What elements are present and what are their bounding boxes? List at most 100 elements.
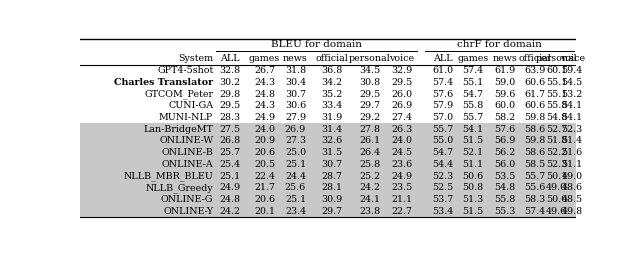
Text: 21.1: 21.1	[391, 195, 412, 204]
Text: 20.9: 20.9	[254, 136, 275, 146]
Text: 57.6: 57.6	[432, 90, 453, 99]
Text: 51.4: 51.4	[561, 136, 582, 146]
Text: 26.3: 26.3	[391, 125, 412, 134]
Text: 55.7: 55.7	[524, 172, 545, 181]
Text: games: games	[458, 54, 488, 63]
Text: 23.6: 23.6	[391, 160, 412, 169]
Text: 25.1: 25.1	[285, 195, 306, 204]
Text: ALL: ALL	[220, 54, 239, 63]
Text: 50.6: 50.6	[462, 172, 484, 181]
Text: 52.1: 52.1	[462, 148, 483, 157]
Text: 35.2: 35.2	[321, 90, 342, 99]
Text: 23.4: 23.4	[285, 207, 306, 216]
Text: 24.0: 24.0	[254, 125, 275, 134]
Text: 31.4: 31.4	[321, 125, 342, 134]
Text: 60.6: 60.6	[524, 101, 545, 110]
Text: ONLINE-Y: ONLINE-Y	[163, 207, 213, 216]
Text: 55.7: 55.7	[462, 113, 484, 122]
Text: 25.7: 25.7	[219, 148, 240, 157]
Text: 31.8: 31.8	[285, 66, 306, 75]
Text: 51.8: 51.8	[546, 136, 567, 146]
Text: chrF for domain: chrF for domain	[457, 40, 542, 49]
Text: 54.7: 54.7	[432, 148, 453, 157]
Bar	[80, 170, 576, 182]
Text: official: official	[518, 54, 552, 63]
Text: 60.6: 60.6	[524, 78, 545, 87]
Text: 50.1: 50.1	[546, 172, 567, 181]
Text: 61.9: 61.9	[494, 66, 515, 75]
Text: 54.1: 54.1	[462, 125, 483, 134]
Text: 20.6: 20.6	[254, 195, 275, 204]
Text: 52.3: 52.3	[561, 125, 583, 134]
Text: 59.6: 59.6	[494, 90, 515, 99]
Bar	[80, 135, 576, 147]
Text: 58.6: 58.6	[524, 125, 545, 134]
Text: 34.5: 34.5	[359, 66, 380, 75]
Text: 56.9: 56.9	[494, 136, 515, 146]
Text: 52.2: 52.2	[546, 148, 567, 157]
Text: 24.2: 24.2	[219, 207, 240, 216]
Text: 30.7: 30.7	[285, 90, 306, 99]
Text: BLEU for domain: BLEU for domain	[271, 40, 362, 49]
Text: 27.9: 27.9	[285, 113, 306, 122]
Text: 30.2: 30.2	[219, 78, 240, 87]
Text: 31.9: 31.9	[321, 113, 342, 122]
Text: 60.0: 60.0	[494, 101, 515, 110]
Text: 20.1: 20.1	[254, 207, 275, 216]
Text: voice: voice	[559, 54, 585, 63]
Text: 57.0: 57.0	[432, 113, 453, 122]
Text: 30.8: 30.8	[359, 78, 380, 87]
Text: 51.6: 51.6	[561, 148, 583, 157]
Text: 55.1: 55.1	[462, 78, 484, 87]
Text: 54.1: 54.1	[561, 113, 582, 122]
Text: ALL: ALL	[433, 54, 452, 63]
Text: 49.6: 49.6	[546, 207, 567, 216]
Text: 49.8: 49.8	[561, 207, 582, 216]
Text: 55.6: 55.6	[524, 183, 546, 193]
Text: 49.0: 49.0	[561, 172, 582, 181]
Text: 27.4: 27.4	[391, 113, 412, 122]
Text: 29.5: 29.5	[219, 101, 240, 110]
Text: 59.8: 59.8	[524, 113, 545, 122]
Text: 31.5: 31.5	[321, 148, 342, 157]
Text: 29.7: 29.7	[359, 101, 380, 110]
Text: 26.7: 26.7	[254, 66, 275, 75]
Text: 55.3: 55.3	[494, 207, 515, 216]
Text: 63.9: 63.9	[524, 66, 546, 75]
Text: 58.3: 58.3	[524, 195, 545, 204]
Text: 51.3: 51.3	[462, 195, 484, 204]
Text: 53.5: 53.5	[494, 172, 515, 181]
Text: 59.0: 59.0	[494, 78, 515, 87]
Text: 29.5: 29.5	[359, 90, 380, 99]
Text: 24.9: 24.9	[219, 183, 240, 193]
Text: 26.4: 26.4	[359, 148, 380, 157]
Text: 53.4: 53.4	[432, 207, 453, 216]
Text: 24.3: 24.3	[254, 101, 275, 110]
Text: 32.9: 32.9	[391, 66, 412, 75]
Text: 51.5: 51.5	[462, 207, 484, 216]
Text: 25.0: 25.0	[285, 148, 306, 157]
Bar	[80, 123, 576, 135]
Text: 26.0: 26.0	[391, 90, 412, 99]
Text: games: games	[249, 54, 280, 63]
Text: 24.2: 24.2	[359, 183, 380, 193]
Text: 61.7: 61.7	[524, 90, 545, 99]
Text: 24.1: 24.1	[359, 195, 380, 204]
Text: news: news	[492, 54, 517, 63]
Text: 24.5: 24.5	[391, 148, 412, 157]
Text: 28.1: 28.1	[321, 183, 342, 193]
Text: 32.8: 32.8	[219, 66, 240, 75]
Text: 26.1: 26.1	[359, 136, 380, 146]
Text: 24.8: 24.8	[219, 195, 240, 204]
Text: 30.9: 30.9	[321, 195, 342, 204]
Text: NLLB_Greedy: NLLB_Greedy	[145, 183, 213, 193]
Text: 55.1: 55.1	[546, 90, 567, 99]
Text: voice: voice	[389, 54, 414, 63]
Text: 26.9: 26.9	[391, 101, 412, 110]
Text: 61.0: 61.0	[432, 66, 453, 75]
Bar	[80, 194, 576, 205]
Text: 58.2: 58.2	[494, 113, 515, 122]
Text: 48.5: 48.5	[561, 195, 582, 204]
Text: 52.3: 52.3	[546, 160, 567, 169]
Text: 52.7: 52.7	[546, 125, 567, 134]
